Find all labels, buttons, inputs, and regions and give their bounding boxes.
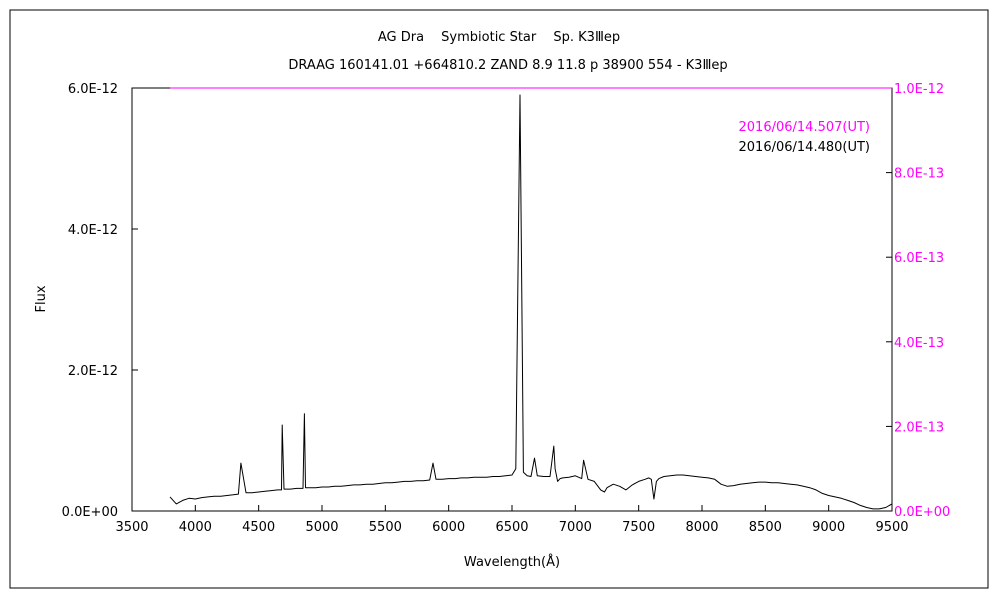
x-tick-label: 9500 <box>875 520 908 535</box>
legend-entry-black: 2016/06/14.480(UT) <box>739 140 870 155</box>
chart-subtitle: DRAAG 160141.01 +664810.2 ZAND 8.9 11.8 … <box>288 58 727 73</box>
y-axis-left: 0.0E+00 2.0E-12 4.0E-12 6.0E-12 <box>62 82 138 520</box>
x-axis: 3500 4000 4500 5000 5500 6000 6500 7000 7500 8000… <box>115 505 909 535</box>
y-right-tick-label: 2.0E-13 <box>894 420 944 435</box>
y-right-tick-label: 4.0E-13 <box>894 336 944 351</box>
legend-entry-magenta: 2016/06/14.507(UT) <box>739 120 870 135</box>
x-tick-label: 7000 <box>559 520 592 535</box>
x-tick-label: 4500 <box>242 520 275 535</box>
x-tick-label: 7500 <box>622 520 655 535</box>
x-tick-label: 5000 <box>305 520 338 535</box>
y-right-tick-label: 0.0E+00 <box>894 505 950 520</box>
y-axis-label: Flux <box>34 285 49 312</box>
y-axis-right: 0.0E+00 2.0E-13 4.0E-13 6.0E-13 8.0E-13 1.0E-… <box>886 82 950 520</box>
x-tick-label: 6500 <box>495 520 528 535</box>
x-tick-label: 8000 <box>685 520 718 535</box>
y-right-tick-label: 8.0E-13 <box>894 167 944 182</box>
x-tick-label: 9000 <box>812 520 845 535</box>
series-layer <box>169 87 893 510</box>
x-tick-label: 6000 <box>432 520 465 535</box>
y-left-tick-label: 0.0E+00 <box>62 505 118 520</box>
x-tick-label: 4000 <box>179 520 212 535</box>
outer-border <box>9 9 989 589</box>
y-left-tick-label: 2.0E-12 <box>68 364 118 379</box>
y-left-tick-label: 4.0E-12 <box>68 223 118 238</box>
x-tick-label: 3500 <box>115 520 148 535</box>
chart-title: AG Dra Symbiotic Star Sp. K3Ⅲep <box>378 30 620 45</box>
y-right-tick-label: 6.0E-13 <box>894 251 944 266</box>
y-right-tick-label: 1.0E-12 <box>894 82 944 97</box>
series-line-black <box>169 94 893 510</box>
x-tick-label: 8500 <box>749 520 782 535</box>
y-left-tick-label: 6.0E-12 <box>68 82 118 97</box>
x-tick-label: 5500 <box>369 520 402 535</box>
x-axis-label: Wavelength(Å) <box>464 554 560 570</box>
